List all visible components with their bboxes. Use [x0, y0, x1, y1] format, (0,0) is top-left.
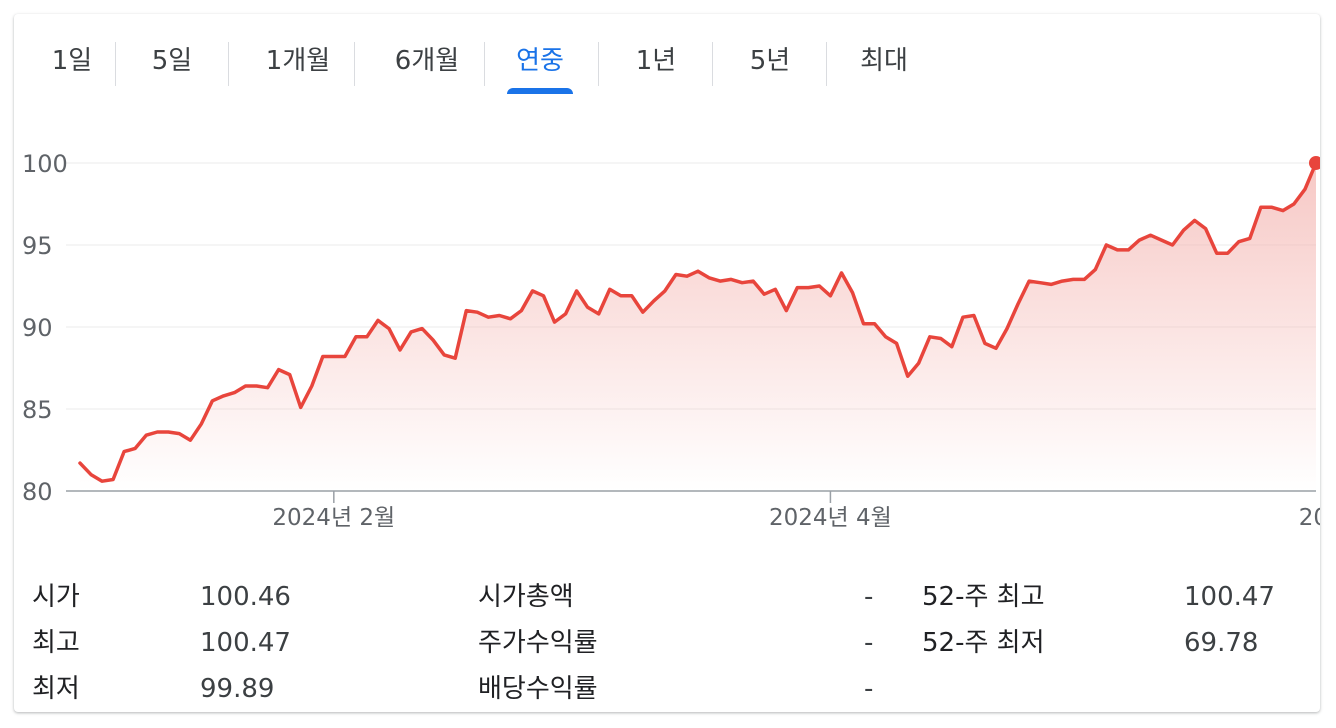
stat-label-52w-high: 52-주 최고 [922, 582, 1045, 612]
stat-label-pe-ratio: 주가수익률 [478, 628, 598, 658]
stat-value-dividend-yield: - [864, 674, 874, 704]
tab-1m[interactable]: 1개월 [265, 46, 331, 76]
stat-label-dividend-yield: 배당수익률 [478, 674, 598, 704]
stat-value-pe-ratio: - [864, 628, 874, 658]
stat-value-52w-high: 100.47 [1184, 582, 1275, 612]
tab-divider [826, 42, 827, 86]
stat-label-market-cap: 시가총액 [478, 582, 574, 612]
tab-divider [712, 42, 713, 86]
stat-value-market-cap: - [864, 582, 874, 612]
tab-divider [484, 42, 485, 86]
stat-label-open: 시가 [32, 582, 80, 612]
stat-value-low: 99.89 [200, 674, 275, 704]
tab-5d[interactable]: 5일 [151, 46, 193, 76]
tab-max[interactable]: 최대 [860, 46, 908, 76]
stat-label-high: 최고 [32, 628, 80, 658]
price-chart[interactable]: 80 85 90 95 100 2024년 2월 2024년 4월 2024년 6월 [14, 14, 1320, 554]
tab-divider [598, 42, 599, 86]
stat-value-open: 100.46 [200, 582, 291, 612]
y-tick-label: 80 [22, 478, 53, 506]
price-line [78, 161, 1318, 483]
tab-1y[interactable]: 1년 [635, 46, 677, 76]
y-tick-label: 95 [22, 232, 53, 260]
stat-value-high: 100.47 [200, 628, 291, 658]
tab-1d[interactable]: 1일 [51, 46, 93, 76]
tab-divider [115, 42, 116, 86]
x-tick-label: 2024년 2월 [272, 505, 395, 531]
tab-6m[interactable]: 6개월 [394, 46, 460, 76]
stat-label-52w-low: 52-주 최저 [922, 628, 1045, 658]
price-area-fill [80, 163, 1316, 491]
tab-5y[interactable]: 5년 [749, 46, 791, 76]
x-tick-label: 2024년 4월 [769, 505, 892, 531]
stat-label-low: 최저 [32, 674, 80, 704]
x-tick-label: 2024년 6월 [1299, 505, 1320, 531]
last-price-dot [1309, 156, 1320, 170]
y-tick-label: 85 [22, 396, 53, 424]
range-tabs: 1일 5일 1개월 6개월 연중 1년 5년 최대 [14, 28, 1320, 94]
y-tick-label: 90 [22, 314, 53, 342]
stat-value-52w-low: 69.78 [1184, 628, 1259, 658]
tab-ytd[interactable]: 연중 [500, 28, 580, 94]
stock-chart-card: 1일 5일 1개월 6개월 연중 1년 5년 최대 80 85 90 95 100 202… [14, 14, 1320, 712]
tab-divider [228, 42, 229, 86]
tab-divider [354, 42, 355, 86]
y-tick-label: 100 [22, 150, 68, 178]
